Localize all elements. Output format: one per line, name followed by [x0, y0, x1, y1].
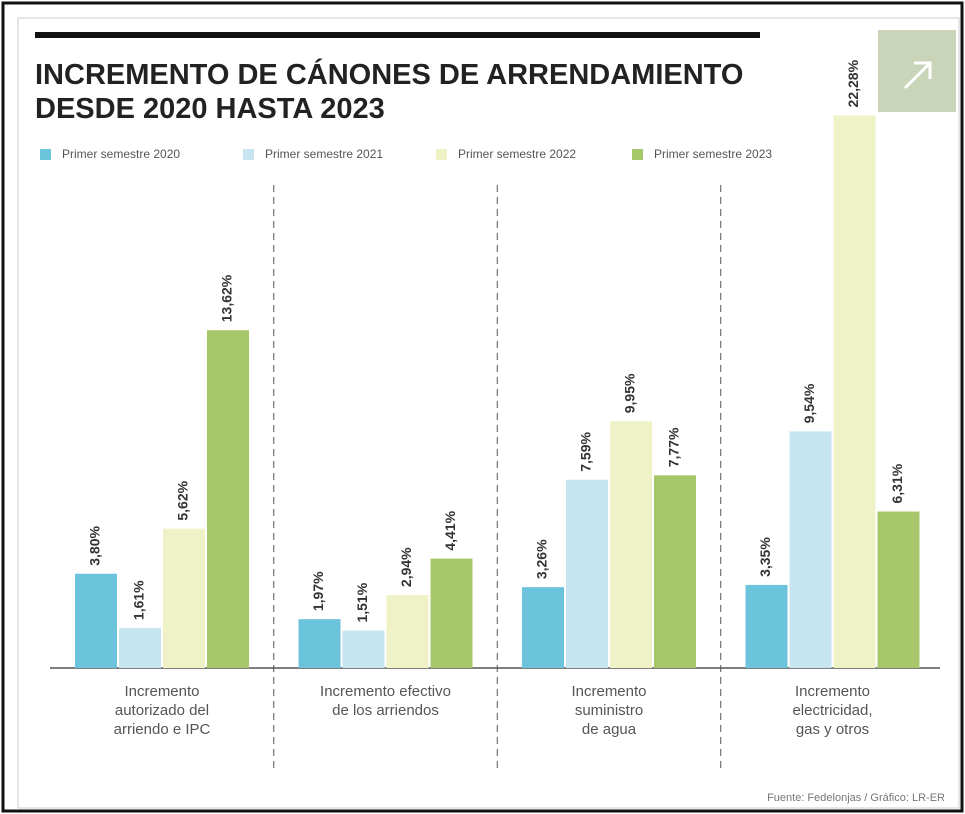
- category-label: Incremento autorizado del arriendo e IPC: [114, 683, 211, 738]
- value-label: 1,61%: [131, 580, 147, 620]
- category-label: Incremento efectivo de los arriendos: [320, 683, 451, 719]
- bar: [430, 558, 473, 668]
- bar: [877, 511, 920, 668]
- legend-swatch: [40, 149, 51, 160]
- bar: [207, 330, 249, 668]
- bar: [119, 628, 161, 668]
- legend-swatch: [632, 149, 643, 160]
- bar: [298, 619, 341, 668]
- arrow-box: [878, 30, 956, 112]
- value-label: 9,54%: [801, 383, 817, 423]
- bar: [75, 573, 117, 668]
- value-label: 1,51%: [354, 582, 370, 622]
- value-label: 2,94%: [398, 547, 414, 587]
- value-label: 1,97%: [310, 571, 326, 611]
- legend-swatch: [436, 149, 447, 160]
- title-rule: [35, 32, 760, 38]
- legend-label: Primer semestre 2022: [458, 147, 576, 161]
- bar: [654, 475, 696, 668]
- value-label: 3,26%: [534, 539, 550, 579]
- value-label: 7,77%: [666, 427, 682, 467]
- bar: [745, 584, 788, 668]
- value-label: 4,41%: [442, 510, 458, 550]
- bar: [386, 595, 429, 668]
- value-label: 5,62%: [175, 480, 191, 520]
- value-label: 9,95%: [622, 373, 638, 413]
- legend-label: Primer semestre 2020: [62, 147, 180, 161]
- value-label: 13,62%: [219, 274, 235, 322]
- bar: [789, 431, 832, 668]
- bar: [610, 421, 652, 668]
- bar: [833, 115, 876, 669]
- legend-label: Primer semestre 2021: [265, 147, 383, 161]
- chart-title: INCREMENTO DE CÁNONES DE ARRENDAMIENTO DE…: [35, 57, 743, 125]
- bar: [342, 630, 385, 668]
- value-label: 3,80%: [87, 526, 103, 566]
- value-label: 6,31%: [889, 463, 905, 503]
- category-label: Incremento suministro de agua: [571, 683, 646, 738]
- value-label: 7,59%: [578, 432, 594, 472]
- value-label: 3,35%: [757, 537, 773, 577]
- bar: [566, 479, 608, 668]
- bar: [163, 528, 205, 668]
- arrow-icon: [903, 61, 932, 90]
- category-label: Incremento electricidad, gas y otros: [792, 683, 872, 738]
- source: Fuente: Fedelonjas / Gráfico: LR-ER: [767, 792, 945, 804]
- legend-label: Primer semestre 2023: [654, 147, 772, 161]
- bar: [522, 587, 564, 668]
- value-label: 22,28%: [845, 59, 861, 107]
- legend-swatch: [243, 149, 254, 160]
- inner-frame: [17, 17, 960, 809]
